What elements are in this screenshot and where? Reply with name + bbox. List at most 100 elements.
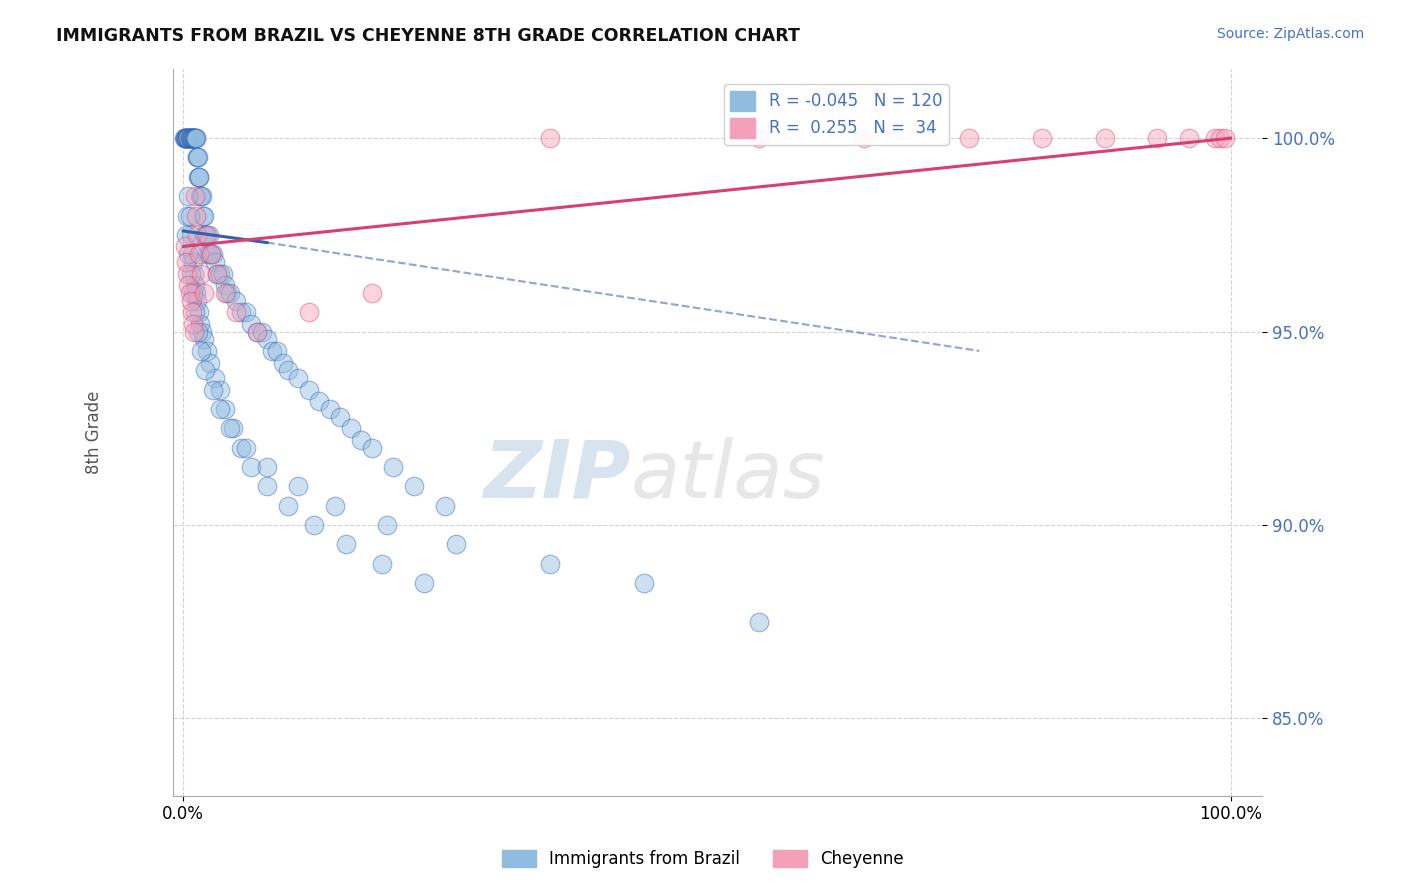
Point	[188, 317, 211, 331]
Point	[183, 267, 205, 281]
Point	[350, 433, 373, 447]
Point	[235, 305, 257, 319]
Point	[853, 131, 876, 145]
Point	[177, 189, 200, 203]
Point	[1209, 131, 1232, 145]
Point	[187, 325, 209, 339]
Point	[190, 267, 212, 281]
Point	[177, 247, 200, 261]
Point	[235, 441, 257, 455]
Point	[184, 131, 207, 145]
Point	[287, 371, 309, 385]
Point	[195, 343, 218, 358]
Point	[190, 343, 212, 358]
Point	[188, 189, 211, 203]
Point	[181, 131, 204, 145]
Point	[187, 169, 209, 184]
Point	[176, 131, 198, 145]
Point	[193, 332, 215, 346]
Point	[177, 278, 200, 293]
Point	[287, 479, 309, 493]
Point	[240, 459, 263, 474]
Point	[335, 537, 357, 551]
Point	[187, 151, 209, 165]
Point	[191, 209, 214, 223]
Text: atlas: atlas	[630, 437, 825, 515]
Point	[176, 267, 198, 281]
Point	[180, 131, 202, 145]
Point	[186, 151, 208, 165]
Point	[191, 189, 214, 203]
Text: ZIP: ZIP	[482, 437, 630, 515]
Point	[205, 267, 228, 281]
Point	[176, 227, 198, 242]
Point	[181, 285, 204, 300]
Point	[176, 209, 198, 223]
Point	[225, 293, 247, 308]
Point	[748, 131, 770, 145]
Point	[298, 305, 321, 319]
Point	[538, 557, 561, 571]
Point	[183, 131, 205, 145]
Point	[180, 131, 202, 145]
Point	[204, 255, 226, 269]
Point	[208, 401, 231, 416]
Point	[205, 267, 228, 281]
Point	[184, 278, 207, 293]
Point	[219, 285, 242, 300]
Point	[183, 325, 205, 339]
Point	[214, 401, 236, 416]
Point	[179, 209, 201, 223]
Point	[200, 247, 222, 261]
Point	[180, 247, 202, 261]
Point	[180, 131, 202, 145]
Point	[174, 239, 197, 253]
Point	[186, 151, 208, 165]
Point	[180, 227, 202, 242]
Point	[180, 267, 202, 281]
Point	[748, 615, 770, 629]
Point	[198, 227, 221, 242]
Point	[184, 131, 207, 145]
Point	[413, 576, 436, 591]
Point	[184, 131, 207, 145]
Point	[302, 518, 325, 533]
Point	[176, 131, 198, 145]
Point	[277, 363, 299, 377]
Point	[256, 459, 278, 474]
Point	[402, 479, 425, 493]
Point	[183, 131, 205, 145]
Point	[179, 285, 201, 300]
Point	[229, 441, 252, 455]
Legend: R = -0.045   N = 120, R =  0.255   N =  34: R = -0.045 N = 120, R = 0.255 N = 34	[724, 84, 949, 145]
Point	[298, 383, 321, 397]
Point	[229, 305, 252, 319]
Point	[187, 247, 209, 261]
Point	[262, 343, 284, 358]
Point	[190, 189, 212, 203]
Point	[1146, 131, 1168, 145]
Point	[184, 285, 207, 300]
Point	[204, 371, 226, 385]
Point	[176, 131, 198, 145]
Point	[177, 131, 200, 145]
Point	[240, 317, 263, 331]
Point	[222, 421, 245, 435]
Point	[180, 293, 202, 308]
Point	[176, 255, 198, 269]
Legend: Immigrants from Brazil, Cheyenne: Immigrants from Brazil, Cheyenne	[496, 843, 910, 875]
Point	[250, 325, 273, 339]
Point	[308, 394, 330, 409]
Point	[201, 247, 224, 261]
Point	[266, 343, 288, 358]
Point	[256, 479, 278, 493]
Point	[194, 227, 217, 242]
Point	[187, 305, 209, 319]
Point	[176, 131, 198, 145]
Point	[186, 227, 208, 242]
Point	[340, 421, 363, 435]
Point	[1031, 131, 1053, 145]
Point	[184, 209, 207, 223]
Point	[179, 131, 201, 145]
Point	[245, 325, 267, 339]
